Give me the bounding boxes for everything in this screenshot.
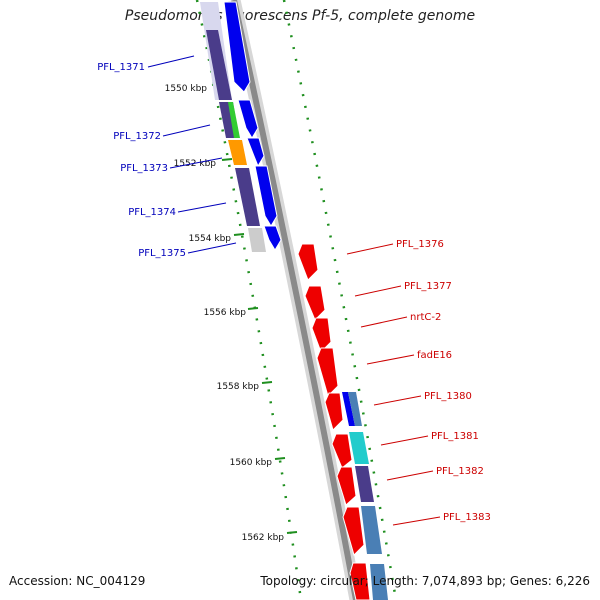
outer-dotted-guide [282, 0, 398, 600]
leader-line [147, 55, 195, 68]
scale-label: 1552 kbp [174, 159, 217, 169]
gene-label-reverse: PFL_1381 [431, 431, 479, 442]
leader-line [169, 157, 223, 169]
gene-label-reverse: PFL_1377 [404, 281, 452, 292]
cds-arrow [237, 99, 259, 139]
leader-line [162, 124, 211, 137]
backbone-line [231, 0, 359, 600]
gene-label-reverse: PFL_1376 [396, 239, 444, 250]
leader-line [346, 243, 394, 255]
feature-block [206, 30, 232, 100]
tick-mark [247, 307, 259, 310]
leader-line [187, 242, 237, 254]
gene-label-forward: PFL_1374 [128, 207, 176, 218]
forward-cds-track [223, 1, 282, 251]
genes-count-label: Genes: 6,226 [509, 574, 590, 588]
feature-block [228, 102, 240, 138]
reverse-label-leaders [346, 243, 441, 526]
cds-arrow [263, 225, 282, 251]
length-label: Length: 7,074,893 bp; [372, 574, 507, 588]
feature-block [235, 168, 260, 226]
scale-label: 1558 kbp [217, 382, 260, 392]
cds-arrow [331, 433, 353, 469]
cds-arrow [311, 317, 332, 353]
leader-line [354, 285, 402, 297]
reverse-feature-track [342, 392, 388, 600]
gene-label-reverse: nrtC-2 [410, 312, 441, 323]
gene-label-forward: PFL_1372 [113, 131, 161, 142]
leader-line [392, 516, 441, 526]
tick-mark [261, 381, 273, 384]
accession-label: Accession: NC_004129 [9, 574, 146, 588]
cds-arrow [254, 165, 278, 227]
cds-arrow [316, 347, 339, 397]
cds-arrow [342, 506, 365, 556]
cds-arrow [349, 562, 371, 600]
scale-label: 1556 kbp [204, 308, 247, 318]
genome-stats: Topology: circular; Length: 7,074,893 bp… [260, 574, 590, 588]
scale-label: 1550 kbp [165, 84, 208, 94]
topology-label: Topology: circular; [260, 574, 369, 588]
gene-label-reverse: PFL_1383 [443, 512, 491, 523]
leader-line [380, 435, 429, 446]
tick-mark [221, 158, 233, 161]
outer-feature-track [200, 2, 266, 252]
gene-label-reverse: PFL_1382 [436, 466, 484, 477]
gene-label-forward: PFL_1371 [97, 62, 145, 73]
cds-arrow [324, 392, 344, 431]
tick-mark [274, 457, 286, 460]
feature-block [348, 392, 362, 426]
feature-block [361, 506, 382, 554]
tick-mark [233, 233, 245, 236]
feature-block [370, 564, 388, 600]
cds-arrow [336, 466, 357, 506]
cds-arrow [246, 137, 265, 168]
feature-block [342, 392, 355, 426]
feature-block [228, 140, 247, 165]
gene-label-reverse: PFL_1380 [424, 391, 472, 402]
tick-mark [286, 531, 298, 534]
feature-block [355, 466, 374, 502]
leader-line [373, 395, 422, 406]
forward-label-leaders [147, 55, 237, 254]
reverse-cds-track [297, 243, 371, 600]
leader-line [360, 316, 408, 328]
leader-line [177, 202, 227, 213]
scale-label: 1560 kbp [230, 458, 273, 468]
scale-label: 1554 kbp [189, 234, 232, 244]
gene-label-forward: PFL_1373 [120, 163, 168, 174]
gene-label-reverse: fadE16 [417, 350, 452, 361]
cds-arrow [223, 1, 251, 93]
feature-block [248, 228, 266, 252]
scale-label: 1562 kbp [242, 533, 285, 543]
feature-block [349, 432, 369, 464]
cds-arrow [304, 285, 326, 321]
cds-arrow [297, 243, 319, 281]
leader-line [386, 470, 434, 481]
leader-line [366, 354, 415, 365]
gene-label-forward: PFL_1375 [138, 248, 186, 259]
